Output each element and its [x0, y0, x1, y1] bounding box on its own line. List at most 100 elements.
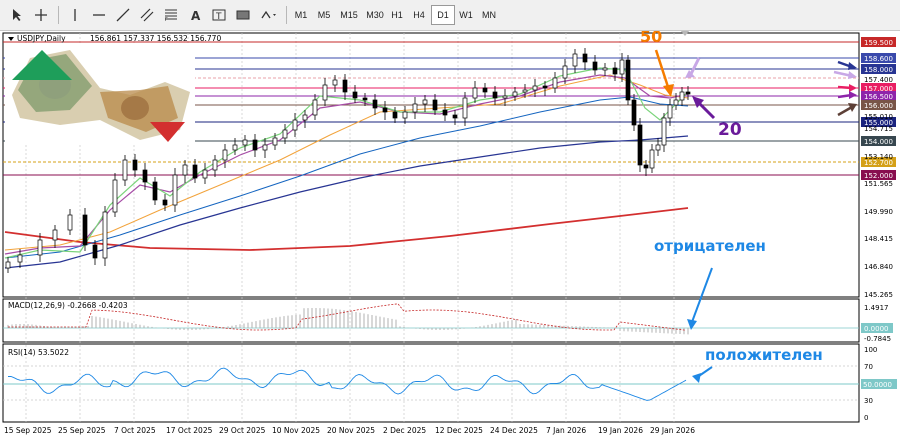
candle-body	[631, 99, 637, 126]
rsi-panel[interactable]	[2, 343, 860, 423]
date-label: 15 Sep 2025	[4, 426, 52, 435]
candle-body	[452, 114, 458, 119]
price-tag-label: 155.000	[864, 119, 893, 127]
date-label: 12 Dec 2025	[435, 426, 483, 435]
candle-body	[512, 91, 518, 97]
candle-body	[382, 107, 388, 113]
price-tick: 151.565	[864, 180, 893, 188]
cursor-icon[interactable]	[6, 5, 28, 25]
candle-body	[272, 137, 278, 146]
candle-body	[402, 111, 408, 119]
candle-body	[392, 111, 398, 119]
macd-panel[interactable]	[2, 298, 860, 343]
price-tag-label: 154.000	[864, 138, 893, 146]
annotations: 50 20 отрицателен положителен	[640, 27, 823, 383]
candle-body	[67, 214, 73, 231]
currency-banknote-image	[5, 45, 195, 145]
price-tick: 145.265	[864, 291, 893, 299]
vertical-line-icon[interactable]	[64, 5, 86, 25]
candle-body	[37, 239, 43, 256]
rsi-note: положителен	[705, 346, 823, 364]
level-arrows	[833, 60, 857, 117]
date-label: 29 Jan 2026	[650, 426, 695, 435]
candle-body	[412, 103, 418, 113]
price-tag-label: 159.500	[864, 39, 893, 47]
date-label: 7 Jan 2026	[546, 426, 586, 435]
text-label-icon[interactable]: T	[208, 5, 230, 25]
sma-75-line	[4, 96, 689, 259]
rectangle-icon[interactable]	[232, 5, 254, 25]
candle-body	[352, 91, 358, 99]
timeframe-d1[interactable]: D1	[431, 5, 455, 25]
candle-body	[522, 89, 528, 93]
macd-histogram	[7, 308, 689, 335]
candle-body	[192, 164, 198, 179]
price-tag	[861, 117, 896, 127]
date-label: 25 Sep 2025	[58, 426, 106, 435]
rsi-tick: 0	[864, 414, 868, 422]
timeframe-mn[interactable]: MN	[482, 10, 496, 20]
shapes-dropdown-icon[interactable]	[256, 5, 282, 25]
candle-body	[5, 261, 11, 269]
candle-body	[673, 99, 679, 106]
candle-body	[502, 95, 508, 99]
candle-body	[637, 124, 643, 166]
candle-body	[262, 144, 268, 151]
sma-20-line	[4, 74, 689, 255]
candle-body	[342, 79, 348, 93]
price-tag	[861, 64, 896, 74]
date-axis: 15 Sep 2025 25 Sep 2025 7 Oct 2025 17 Oc…	[4, 426, 695, 435]
price-tag-label: 152.000	[864, 172, 893, 180]
price-tag	[861, 136, 896, 146]
timeframe-m1[interactable]: M1	[294, 10, 308, 20]
timeframe-h4[interactable]: H4	[413, 10, 425, 20]
candle-body	[162, 199, 168, 206]
candle-body	[142, 169, 148, 183]
candle-body	[643, 164, 649, 169]
crosshair-icon[interactable]	[30, 5, 52, 25]
price-tag	[861, 157, 896, 167]
chart-collapse-icon[interactable]	[8, 37, 14, 41]
candle-body	[592, 61, 598, 71]
chart-symbol-label: USDJPY,Daily	[17, 34, 66, 43]
candle-body	[422, 99, 428, 105]
candlesticks[interactable]	[5, 48, 691, 273]
candle-body	[122, 159, 128, 181]
price-tag-label: 158.000	[864, 66, 893, 74]
price-axis: 159.500 158.600 158.000 157.000156.500156.0…	[861, 37, 896, 180]
timeframe-w1[interactable]: W1	[459, 10, 473, 20]
price-tick: 146.840	[864, 263, 893, 271]
candle-body	[685, 91, 691, 95]
timeframe-m15[interactable]: M15	[340, 10, 358, 20]
trendline-icon[interactable]	[112, 5, 134, 25]
macd-tick: -0.7845	[864, 335, 891, 343]
ma20-annotation: 20	[718, 120, 742, 140]
rsi-tick: 50.0000	[863, 381, 892, 389]
candle-body	[322, 84, 328, 101]
timeframe-m30[interactable]: M30	[366, 10, 384, 20]
candle-body	[292, 119, 298, 131]
candle-body	[625, 59, 631, 101]
candle-body	[612, 67, 618, 75]
macd-signal-line	[8, 303, 687, 331]
candle-body	[172, 174, 178, 206]
svg-text:A: A	[191, 9, 201, 22]
date-label: 2 Dec 2025	[383, 426, 426, 435]
channel-icon[interactable]	[136, 5, 158, 25]
candle-body	[582, 53, 588, 63]
fibonacci-icon[interactable]: F	[160, 5, 182, 25]
rsi-tick: 70	[864, 363, 873, 371]
timeframe-m5[interactable]: M5	[317, 10, 331, 20]
chart-window[interactable]: USDJPY,Daily 156.861 157.337 156.532 156…	[0, 27, 900, 441]
candle-body	[655, 144, 661, 151]
candle-body	[112, 179, 118, 213]
horizontal-line-icon[interactable]	[88, 5, 110, 25]
candle-body	[362, 97, 368, 101]
text-tool-icon[interactable]: A	[184, 5, 206, 25]
rsi-label: RSI(14) 53.5022	[8, 348, 69, 357]
candle-body	[667, 104, 673, 119]
price-tick: 157.400	[864, 76, 893, 84]
timeframe-h1[interactable]: H1	[391, 10, 403, 20]
candle-body	[92, 244, 98, 259]
candle-body	[372, 99, 378, 109]
